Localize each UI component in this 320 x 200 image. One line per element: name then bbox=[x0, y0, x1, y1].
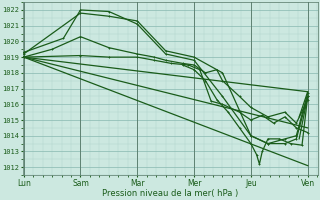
X-axis label: Pression niveau de la mer( hPa ): Pression niveau de la mer( hPa ) bbox=[102, 189, 238, 198]
